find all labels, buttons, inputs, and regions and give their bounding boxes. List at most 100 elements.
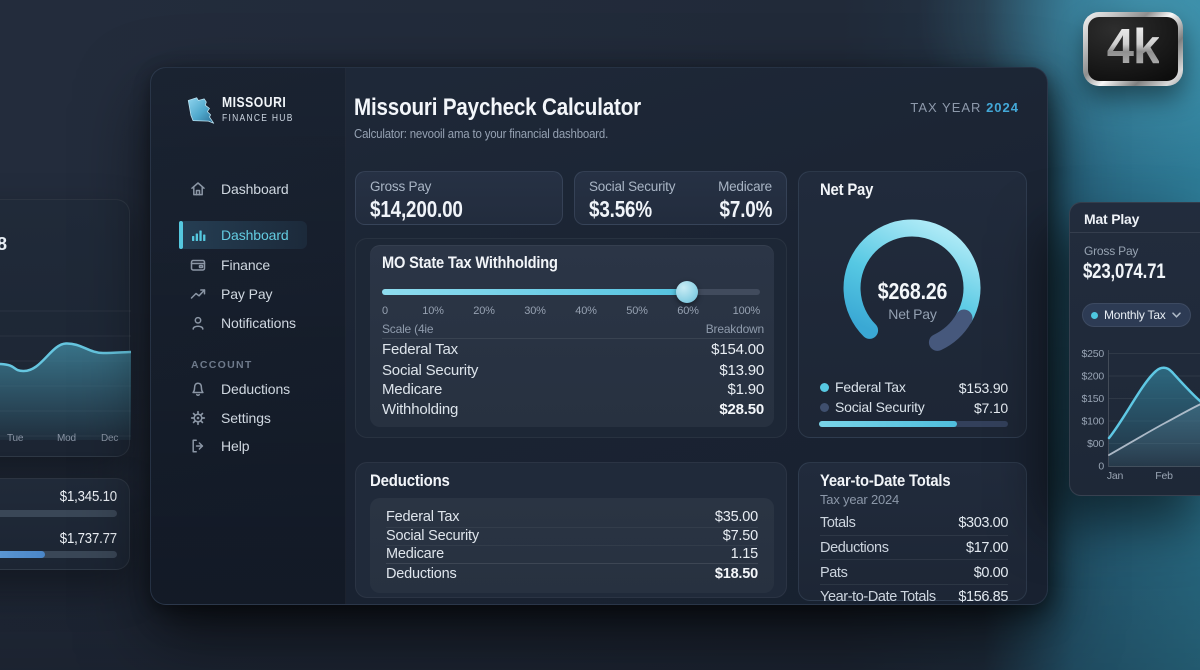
deductions-inner-panel: Federal Tax $35.00 Social Security $7.50… — [370, 498, 774, 593]
row-value: $18.50 — [714, 566, 758, 582]
amount-value: $1,737.77 — [59, 530, 117, 547]
withholding-slider[interactable] — [382, 281, 760, 303]
tick-label: 20% — [473, 305, 495, 317]
y-tick: $200 — [1081, 371, 1104, 383]
legend-label: Federal Tax — [835, 379, 906, 395]
ytd-card: Year-to-Date Totals Tax year 2024 Totals… — [798, 462, 1027, 604]
withholding-row: Medicare $1.90 — [382, 381, 764, 398]
divider — [820, 583, 1008, 585]
net-pay-gauge — [843, 219, 981, 351]
divider — [820, 559, 1008, 560]
row-label: Totals — [820, 515, 856, 531]
gross-pay-value: $14,200.00 — [370, 196, 463, 222]
slider-handle[interactable] — [676, 281, 698, 303]
medicare-label: Medicare — [718, 179, 772, 194]
sidebar-item-dashboard[interactable]: Dashboard — [179, 175, 329, 203]
tick-label: 50% — [626, 305, 648, 317]
bell-icon — [192, 382, 204, 397]
social-security-value: $3.56% — [589, 196, 652, 222]
y-tick: 0 — [1098, 461, 1104, 473]
row-label: Medicare — [382, 381, 443, 398]
sidebar-item-label: Dashboard — [221, 181, 289, 197]
stat-column: Social Security $3.56% — [589, 179, 675, 223]
divider — [820, 534, 1008, 536]
row-value: $1.90 — [727, 381, 764, 398]
deduction-row-total: Deductions $18.50 — [386, 566, 758, 582]
tax-year-label: TAX YEAR — [910, 100, 982, 115]
sidebar-section-account: ACCOUNT — [191, 359, 253, 371]
ytd-subtitle: Tax year 2024 — [820, 492, 900, 507]
page-subtitle: Calculator: nevooil ama to your financia… — [354, 126, 609, 141]
ytd-row: Totals $303.00 — [820, 515, 1008, 531]
divider — [1070, 232, 1200, 233]
legend-dot — [820, 403, 829, 412]
monthly-tax-panel: Mat Play Gross Pay $23,074.71 Monthly Ta… — [1069, 202, 1200, 496]
x-tick: Jan — [1107, 470, 1124, 482]
sidebar-item-notifications[interactable]: Notifications — [179, 309, 329, 337]
sidebar-item-deductions[interactable]: Deductions — [179, 375, 329, 403]
scale-row: Scale (4ie Breakdown — [382, 322, 764, 336]
net-pay-caption: Net Pay — [888, 306, 937, 322]
left-area-chart — [0, 310, 133, 440]
chevron-down-icon — [1171, 312, 1181, 318]
row-value: 1.15 — [730, 545, 759, 562]
gear-icon — [190, 410, 206, 425]
row-label: Federal Tax — [386, 509, 460, 525]
legend-row-social-security: Social Security $7.10 — [820, 399, 1008, 416]
dropdown-dot — [1091, 311, 1098, 319]
divider — [382, 338, 760, 339]
4k-badge-inner: 4k — [1088, 17, 1178, 81]
tax-year-value: 2024 — [986, 100, 1019, 115]
row-label: Pats — [820, 564, 848, 581]
sidebar-item-pay[interactable]: Pay Pay — [179, 280, 329, 308]
row-label: Deductions — [820, 540, 889, 556]
row-label: Federal Tax — [382, 341, 458, 358]
row-value: $303.00 — [958, 515, 1008, 531]
page-title: Missouri Paycheck Calculator — [354, 94, 641, 121]
ytd-title: Year-to-Date Totals — [820, 471, 951, 490]
withholding-row: Federal Tax $154.00 — [382, 341, 764, 358]
ytd-row: Pats $0.00 — [820, 565, 1008, 581]
logout-icon — [192, 439, 204, 453]
row-label: Year-to-Date Totals — [820, 589, 936, 605]
sidebar-item-label: Finance — [221, 257, 271, 273]
amount-bar-fill — [0, 551, 45, 558]
sidebar-item-settings[interactable]: Settings — [179, 404, 329, 432]
sidebar-item-label: Notifications — [221, 315, 296, 331]
legend-value: $153.90 — [958, 380, 1008, 396]
net-pay-progress — [819, 421, 1008, 427]
sidebar-item-label: Pay Pay — [221, 285, 273, 302]
net-pay-title: Net Pay — [820, 181, 874, 199]
gross-pay-card: Gross Pay $14,200.00 — [355, 171, 563, 225]
user-icon — [192, 316, 204, 330]
tick-label: 60% — [677, 305, 699, 317]
y-tick: $00 — [1087, 438, 1104, 450]
tick-label: 10% — [422, 305, 444, 317]
row-value: $28.50 — [719, 401, 764, 418]
ytd-row: Deductions $17.00 — [820, 540, 1008, 556]
sidebar-item-help[interactable]: Help — [179, 432, 329, 460]
row-value: $17.00 — [966, 540, 1008, 556]
withholding-card: MO State Tax Withholding 0 10% 20% 30% 4… — [355, 238, 787, 438]
row-value: $7.50 — [722, 527, 758, 544]
withholding-row-total: Withholding $28.50 — [382, 401, 764, 418]
monthly-tax-chart: $250 $200 $150 $100 $00 0 Jan Feb — [1081, 348, 1200, 482]
x-label: Dec — [101, 433, 119, 444]
deductions-title: Deductions — [370, 471, 450, 490]
sidebar-item-finance[interactable]: Finance — [179, 251, 329, 279]
deduction-row: Federal Tax $35.00 — [386, 509, 758, 525]
amount-bar — [0, 551, 117, 558]
scale-label: Scale (4ie — [382, 322, 434, 336]
bar-chart-icon — [192, 230, 206, 241]
monthly-tax-dropdown[interactable]: Monthly Tax — [1082, 303, 1191, 327]
wallet-icon — [190, 259, 206, 271]
divider — [386, 527, 758, 528]
row-label: Withholding — [382, 401, 459, 418]
tax-year: TAX YEAR 2024 — [910, 100, 1019, 115]
net-pay-card: Net Pay $268.26 Net Pay Federal Tax $153… — [798, 171, 1027, 438]
missouri-state-logo — [187, 97, 215, 124]
brand-name: MISSOURI — [222, 95, 287, 111]
dropdown-label: Monthly Tax — [1104, 308, 1166, 322]
sidebar-item-label: Dashboard — [221, 227, 289, 243]
sidebar-item-dashboard-active[interactable]: Dashboard — [179, 221, 307, 249]
